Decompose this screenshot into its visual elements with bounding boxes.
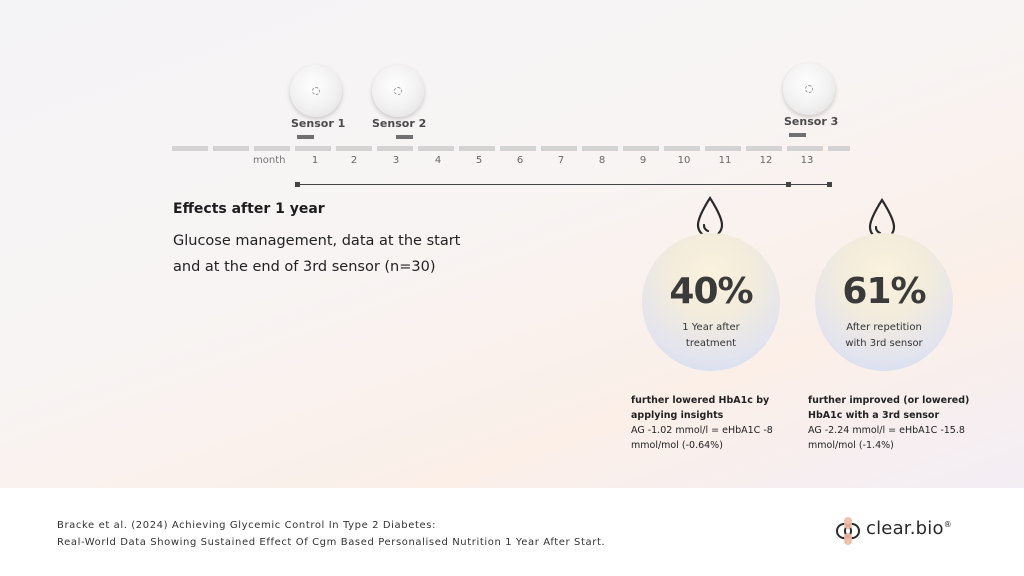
stat-caption-line: treatment [685, 338, 737, 349]
stat-caption: 1 Year after treatment [642, 320, 780, 352]
stat-circle-1-year: 40% 1 Year after treatment [642, 233, 780, 371]
stat-caption: After repetition with 3rd sensor [815, 320, 953, 352]
month-tick-label: 9 [639, 155, 647, 166]
timeline-end-node [827, 182, 832, 187]
sensor-3-label: Sensor 3 [784, 115, 839, 128]
stat-note-3rd-sensor: further improved (or lowered) HbA1c with… [808, 393, 983, 453]
note-value-line: mmol/mol (-0.64%) [631, 440, 723, 451]
sensor-1-marker [297, 135, 314, 139]
note-value-line: AG -1.02 mmol/l = eHbA1C -8 [631, 425, 773, 436]
stat-percent: 61% [842, 271, 926, 312]
sensor-2-label: Sensor 2 [372, 117, 427, 130]
effects-description-line: and at the end of 3rd sensor (n=30) [173, 259, 436, 275]
sensor-2-marker [396, 135, 413, 139]
sensor-1-label: Sensor 1 [291, 117, 346, 130]
month-tick-label: 12 [759, 155, 773, 166]
note-heading-line: HbA1c with a 3rd sensor [808, 410, 940, 421]
footer [0, 488, 1024, 576]
effects-description-line: Glucose management, data at the start [173, 233, 461, 249]
month-tick-label: 13 [800, 155, 814, 166]
timeline-mid-node [786, 182, 791, 187]
registered-mark: ® [943, 520, 952, 529]
stat-percent: 40% [669, 271, 753, 312]
month-tick-label: 11 [718, 155, 732, 166]
effects-description: Glucose management, data at the start an… [173, 228, 533, 280]
stat-caption-line: 1 Year after [682, 322, 740, 333]
month-label: month [253, 155, 286, 166]
month-tick-label: 4 [434, 155, 442, 166]
citation: Bracke et al. (2024) Achieving Glycemic … [57, 517, 605, 551]
month-tick-label: 7 [557, 155, 565, 166]
sensor-2-image [372, 65, 424, 117]
sensor-3-marker [789, 133, 806, 137]
brand-name: clear.bio® [866, 518, 952, 539]
clear-bio-logo-icon [836, 517, 860, 545]
month-tick-label: 2 [350, 155, 358, 166]
stat-caption-line: After repetition [846, 322, 922, 333]
sensor-1-image [290, 65, 342, 117]
citation-line: Real-World Data Showing Sustained Effect… [57, 537, 606, 548]
month-tick-label: 10 [677, 155, 691, 166]
note-heading-line: further lowered HbA1c by [631, 395, 770, 406]
month-tick-label: 6 [516, 155, 524, 166]
citation-line: Bracke et al. (2024) Achieving Glycemic … [57, 520, 437, 531]
month-tick-label: 8 [598, 155, 606, 166]
note-value-line: AG -2.24 mmol/l = eHbA1C -15.8 [808, 425, 965, 436]
month-tick-label: 3 [392, 155, 400, 166]
stat-caption-line: with 3rd sensor [845, 338, 923, 349]
brand-text: clear.bio [866, 518, 944, 539]
effects-heading: Effects after 1 year [173, 201, 325, 217]
stat-note-1-year: further lowered HbA1c by applying insigh… [631, 393, 806, 453]
sensor-3-image [783, 63, 835, 115]
timeline-line [297, 184, 830, 185]
timeline-start-node [295, 182, 300, 187]
month-tick-label: 1 [311, 155, 319, 166]
note-heading-line: further improved (or lowered) [808, 395, 970, 406]
month-tick-label: 5 [475, 155, 483, 166]
note-value-line: mmol/mol (-1.4%) [808, 440, 894, 451]
note-heading-line: applying insights [631, 410, 724, 421]
stat-circle-3rd-sensor: 61% After repetition with 3rd sensor [815, 233, 953, 371]
